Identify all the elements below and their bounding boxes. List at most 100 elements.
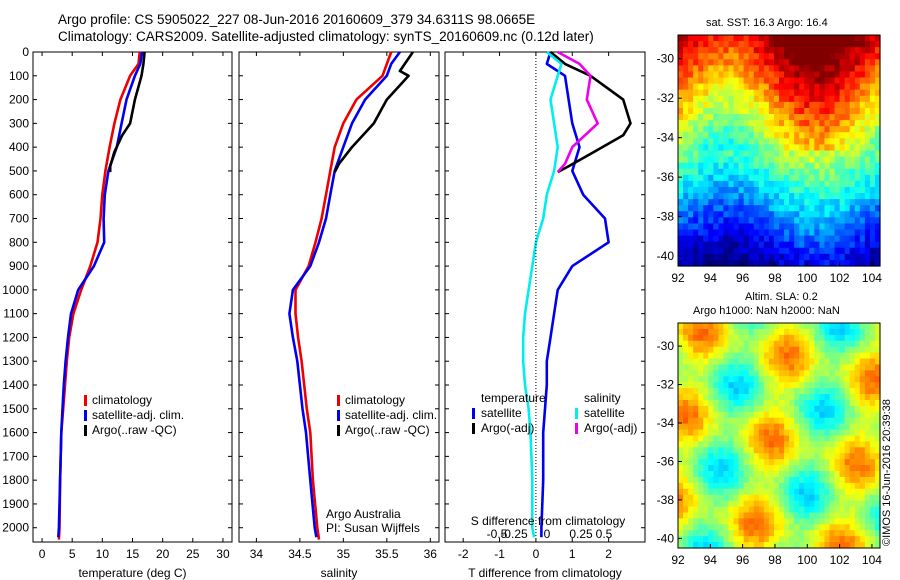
map-cell bbox=[693, 459, 699, 466]
map-cell bbox=[834, 388, 841, 395]
map-cell bbox=[864, 205, 871, 212]
map-cell bbox=[748, 217, 755, 225]
map-cell bbox=[794, 126, 800, 133]
map-cell bbox=[683, 494, 689, 502]
map-cell bbox=[683, 259, 689, 267]
map-cell bbox=[864, 429, 871, 437]
map-y-tick-label: -38 bbox=[657, 493, 675, 507]
map-cell bbox=[768, 417, 775, 425]
map-cell bbox=[693, 482, 699, 490]
map-cell bbox=[678, 150, 684, 158]
map-cell bbox=[874, 405, 881, 413]
map-cell bbox=[753, 364, 760, 371]
map-cell bbox=[824, 132, 831, 139]
map-cell bbox=[733, 71, 740, 79]
map-cell bbox=[728, 77, 735, 85]
map-cell bbox=[723, 114, 730, 121]
map-cell bbox=[678, 358, 684, 366]
map-cell bbox=[799, 229, 805, 237]
map-cell bbox=[718, 453, 725, 460]
map-cell bbox=[779, 180, 785, 188]
map-cell bbox=[678, 399, 684, 407]
map-cell bbox=[728, 89, 735, 97]
map-cell bbox=[859, 323, 866, 330]
map-cell bbox=[718, 89, 725, 97]
map-cell bbox=[839, 156, 846, 164]
map-cell bbox=[849, 323, 856, 330]
map-cell bbox=[693, 506, 699, 514]
map-cell bbox=[678, 59, 684, 66]
x-tick-label: -1 bbox=[494, 547, 505, 561]
map-cell bbox=[849, 174, 856, 182]
map-cell bbox=[854, 174, 861, 182]
map-cell bbox=[758, 65, 765, 73]
plot-frame bbox=[444, 51, 646, 543]
map-cell bbox=[859, 542, 866, 549]
map-cell bbox=[768, 180, 775, 188]
map-frame bbox=[677, 34, 881, 267]
map-cell bbox=[814, 512, 820, 519]
map-cell bbox=[814, 482, 820, 490]
map-cell bbox=[804, 394, 810, 401]
map-cell bbox=[753, 530, 760, 537]
map-cell bbox=[733, 186, 740, 194]
map-cell bbox=[809, 376, 815, 383]
map-cell bbox=[743, 77, 750, 85]
map-cell bbox=[859, 186, 866, 194]
map-cell bbox=[748, 370, 755, 377]
map-cell bbox=[708, 453, 714, 460]
map-cell bbox=[698, 156, 704, 164]
map-cell bbox=[678, 512, 684, 519]
map-cell bbox=[859, 83, 866, 91]
map-cell bbox=[698, 388, 704, 395]
map-cell bbox=[864, 59, 871, 66]
map-cell bbox=[844, 126, 851, 133]
map-cell bbox=[799, 47, 805, 54]
map-cell bbox=[713, 41, 719, 48]
map-cell bbox=[819, 229, 826, 237]
map-cell bbox=[678, 405, 684, 413]
map-cell bbox=[859, 459, 866, 466]
map-cell bbox=[789, 101, 795, 109]
legend-label: Argo(..raw -QC) bbox=[92, 423, 177, 437]
map-cell bbox=[758, 217, 765, 225]
map-cell bbox=[678, 364, 684, 371]
map-cell bbox=[678, 506, 684, 514]
map-cell bbox=[708, 89, 714, 97]
map-cell bbox=[693, 114, 699, 121]
map-cell bbox=[809, 199, 815, 206]
map-cell bbox=[728, 500, 735, 508]
map-cell bbox=[849, 352, 856, 360]
map-cell bbox=[763, 35, 770, 42]
map-cell bbox=[794, 376, 800, 383]
map-cell bbox=[693, 346, 699, 354]
map-cell bbox=[794, 59, 800, 66]
map-cell bbox=[698, 423, 704, 431]
map-cell bbox=[859, 253, 866, 261]
map-cell bbox=[708, 65, 714, 73]
map-cell bbox=[768, 241, 775, 249]
map-cell bbox=[738, 156, 745, 164]
map-cell bbox=[738, 405, 745, 413]
map-cell bbox=[768, 405, 775, 413]
map-cell bbox=[849, 162, 856, 170]
map-cell bbox=[849, 229, 856, 237]
map-cell bbox=[799, 488, 805, 496]
map-cell bbox=[723, 536, 730, 543]
map-cell bbox=[789, 328, 795, 336]
map-cell bbox=[698, 77, 704, 85]
map-y-tick-label: -32 bbox=[657, 378, 675, 392]
map-cell bbox=[874, 217, 881, 225]
map-cell bbox=[763, 174, 770, 182]
map-cell bbox=[814, 340, 820, 348]
map-cell bbox=[794, 235, 800, 243]
map-cell bbox=[784, 518, 790, 525]
map-cell bbox=[748, 41, 755, 48]
map-cell bbox=[758, 376, 765, 383]
map-cell bbox=[834, 193, 841, 200]
map-cell bbox=[809, 423, 815, 431]
map-cell bbox=[874, 223, 881, 231]
map-cell bbox=[834, 476, 841, 484]
map-cell bbox=[743, 447, 750, 454]
panel-2 bbox=[444, 50, 646, 543]
